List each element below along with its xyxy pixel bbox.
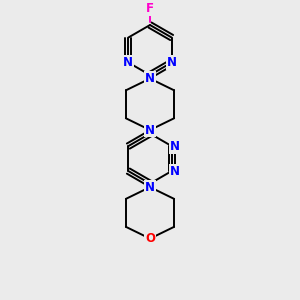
Text: N: N: [145, 72, 155, 85]
Text: F: F: [146, 2, 154, 15]
Text: N: N: [170, 165, 180, 178]
Text: N: N: [145, 124, 155, 136]
Text: N: N: [123, 56, 133, 69]
Text: N: N: [167, 56, 177, 69]
Text: N: N: [145, 181, 155, 194]
Text: N: N: [170, 140, 180, 153]
Text: O: O: [145, 232, 155, 245]
